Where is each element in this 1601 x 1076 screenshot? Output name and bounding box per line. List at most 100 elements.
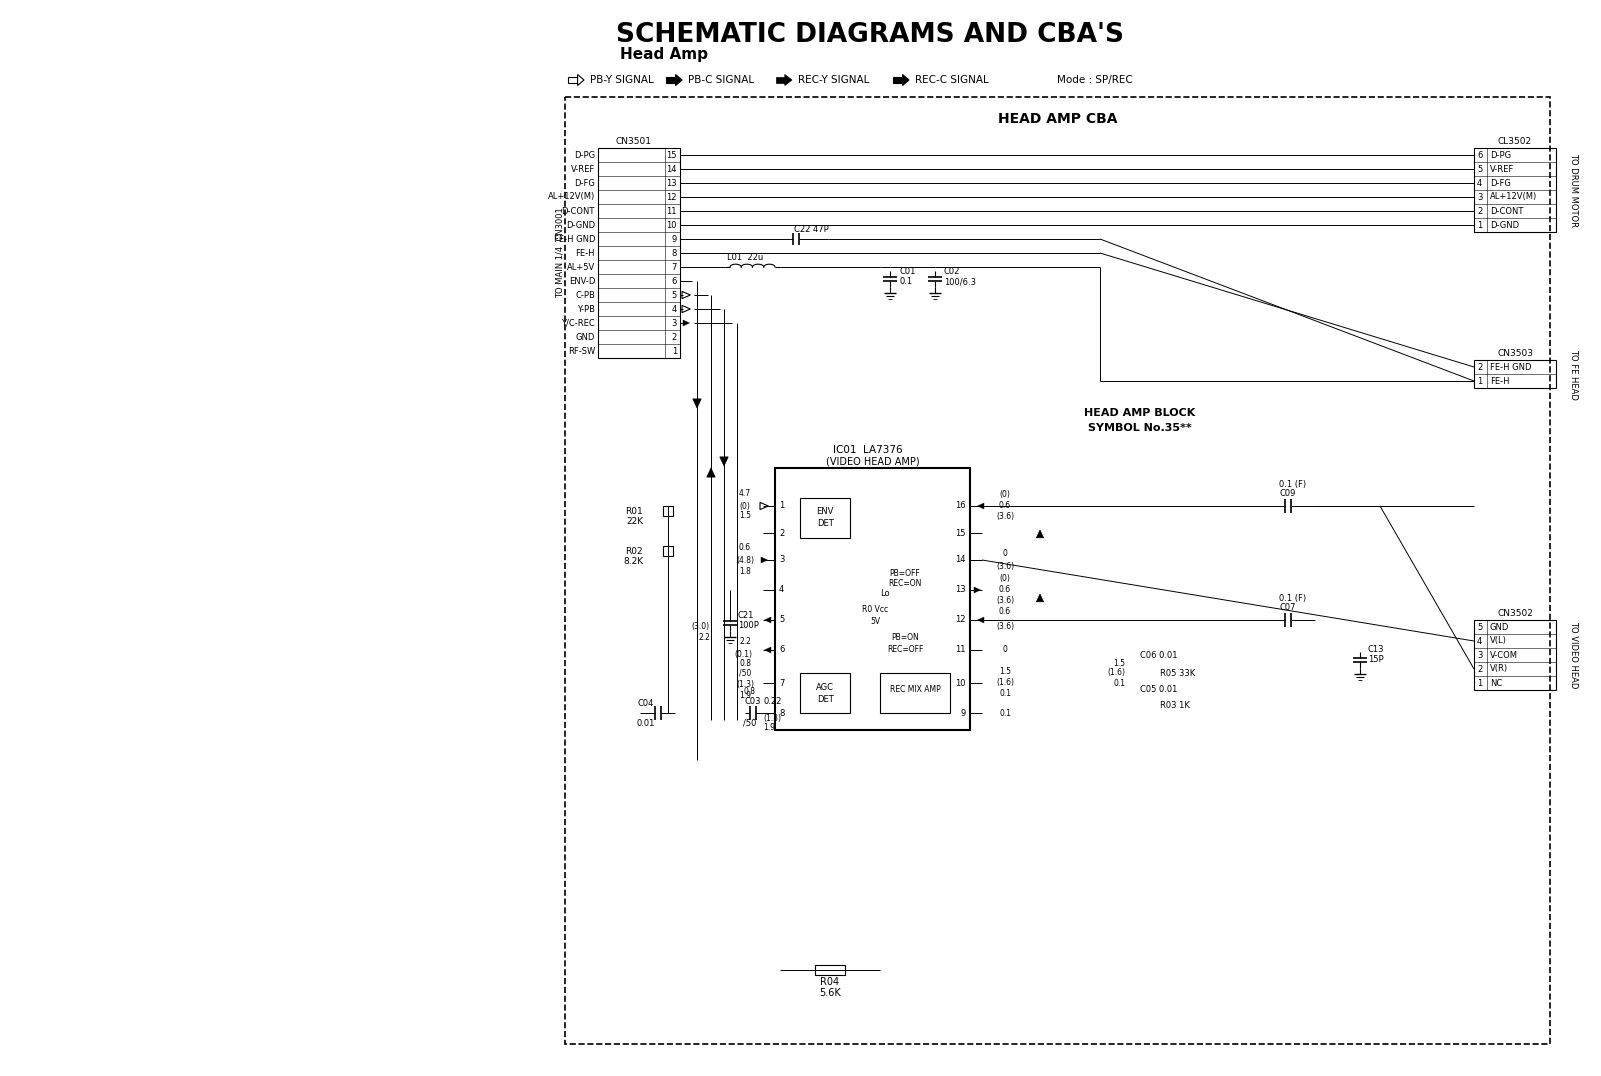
- Text: (0.1): (0.1): [733, 650, 752, 659]
- Text: 1.5: 1.5: [999, 667, 1010, 677]
- Text: 0.1: 0.1: [999, 690, 1010, 698]
- Text: V-REF: V-REF: [570, 165, 596, 173]
- Text: 2: 2: [672, 332, 677, 341]
- Text: C02: C02: [945, 268, 961, 277]
- Text: V-REF: V-REF: [1491, 165, 1515, 173]
- Text: 5: 5: [780, 615, 784, 624]
- Text: 2: 2: [1478, 363, 1483, 371]
- Text: 4: 4: [1478, 179, 1483, 187]
- Text: D-GND: D-GND: [565, 221, 596, 229]
- Text: Lo: Lo: [881, 589, 890, 597]
- Text: 6: 6: [672, 277, 677, 285]
- Text: (1.6): (1.6): [1106, 668, 1126, 678]
- Text: PB=OFF: PB=OFF: [890, 568, 921, 578]
- Text: 2.2: 2.2: [698, 633, 709, 641]
- Text: 0.6: 0.6: [999, 608, 1012, 617]
- Text: L01  22u: L01 22u: [727, 254, 764, 263]
- Text: 1.5: 1.5: [1113, 659, 1126, 667]
- Text: 1: 1: [1478, 221, 1483, 229]
- Text: TO MAIN 1/4  CN3001: TO MAIN 1/4 CN3001: [556, 208, 565, 298]
- Polygon shape: [784, 74, 792, 85]
- Text: 0.1 (F): 0.1 (F): [1279, 480, 1306, 489]
- Polygon shape: [1036, 530, 1044, 538]
- Text: 13: 13: [666, 179, 677, 187]
- Text: (4.8): (4.8): [736, 555, 754, 565]
- Text: D-GND: D-GND: [1491, 221, 1519, 229]
- Text: 1.9: 1.9: [740, 692, 751, 700]
- Text: REC=ON: REC=ON: [889, 580, 922, 589]
- Text: C03: C03: [744, 696, 760, 706]
- Text: 0.6: 0.6: [740, 543, 751, 552]
- Text: RF-SW: RF-SW: [568, 346, 596, 355]
- Text: C22 47P: C22 47P: [794, 226, 829, 235]
- Text: /50: /50: [738, 668, 751, 678]
- Text: (3.0): (3.0): [692, 622, 709, 631]
- Text: V-COM: V-COM: [1491, 651, 1518, 660]
- Text: 0: 0: [1002, 646, 1007, 654]
- Text: 3: 3: [780, 555, 784, 565]
- Bar: [775, 468, 970, 730]
- Polygon shape: [765, 647, 772, 653]
- Text: FE-H GND: FE-H GND: [554, 235, 596, 243]
- Polygon shape: [720, 457, 728, 466]
- Text: R01: R01: [626, 507, 644, 515]
- Text: 1.5: 1.5: [740, 511, 751, 521]
- Bar: [800, 672, 850, 713]
- Text: 13: 13: [956, 585, 965, 595]
- Text: (3.6): (3.6): [996, 512, 1013, 522]
- Text: C06 0.01: C06 0.01: [1140, 651, 1177, 660]
- Text: (3.6): (3.6): [996, 562, 1013, 570]
- Bar: [1475, 620, 1556, 690]
- Text: 12: 12: [956, 615, 965, 624]
- Bar: [663, 506, 672, 516]
- Text: Y/C-REC: Y/C-REC: [562, 318, 596, 327]
- Text: 4.7: 4.7: [740, 490, 751, 498]
- Text: R02: R02: [626, 547, 644, 555]
- Text: 11: 11: [666, 207, 677, 215]
- Text: 9: 9: [961, 708, 965, 718]
- Text: (1.3): (1.3): [764, 713, 781, 722]
- Text: GND: GND: [576, 332, 596, 341]
- Text: TO FE HEAD: TO FE HEAD: [1569, 349, 1579, 399]
- Text: (0): (0): [999, 491, 1010, 499]
- Text: C07: C07: [1279, 604, 1297, 612]
- Text: CN3503: CN3503: [1497, 349, 1534, 357]
- Text: D-CONT: D-CONT: [562, 207, 596, 215]
- Bar: [663, 546, 672, 556]
- Text: 6: 6: [1478, 151, 1483, 159]
- Text: 5: 5: [1478, 623, 1483, 632]
- Text: AL+12V(M): AL+12V(M): [548, 193, 596, 201]
- Bar: [881, 672, 949, 713]
- Bar: [568, 77, 578, 83]
- Text: 3: 3: [1478, 651, 1483, 660]
- Polygon shape: [682, 292, 690, 299]
- Polygon shape: [760, 502, 768, 510]
- Bar: [599, 148, 680, 358]
- Text: 0.6: 0.6: [999, 585, 1012, 595]
- Text: 1: 1: [672, 346, 677, 355]
- Text: (3.6): (3.6): [996, 622, 1013, 631]
- Text: 1.9: 1.9: [764, 723, 775, 733]
- Bar: [776, 76, 784, 83]
- Text: 100/6.3: 100/6.3: [945, 278, 977, 286]
- Text: 0.1: 0.1: [999, 708, 1010, 718]
- Text: 10: 10: [956, 679, 965, 688]
- Text: GND: GND: [1491, 623, 1510, 632]
- Text: 8: 8: [780, 708, 784, 718]
- Text: REC-Y SIGNAL: REC-Y SIGNAL: [797, 75, 869, 85]
- Text: 16: 16: [956, 501, 965, 510]
- Text: HEAD AMP BLOCK: HEAD AMP BLOCK: [1084, 408, 1196, 417]
- Text: 3: 3: [672, 318, 677, 327]
- Text: 3: 3: [1478, 193, 1483, 201]
- Polygon shape: [765, 617, 772, 623]
- Text: (3.6): (3.6): [996, 596, 1013, 606]
- Text: HEAD AMP CBA: HEAD AMP CBA: [997, 112, 1117, 126]
- Text: CL3502: CL3502: [1499, 137, 1532, 145]
- Text: 4: 4: [672, 305, 677, 313]
- Text: CN3502: CN3502: [1497, 609, 1532, 618]
- Text: NC: NC: [1491, 679, 1502, 688]
- Text: C04: C04: [637, 698, 655, 708]
- Text: PB-Y SIGNAL: PB-Y SIGNAL: [591, 75, 653, 85]
- Text: 0.01: 0.01: [637, 719, 655, 727]
- Text: 8.2K: 8.2K: [623, 556, 644, 566]
